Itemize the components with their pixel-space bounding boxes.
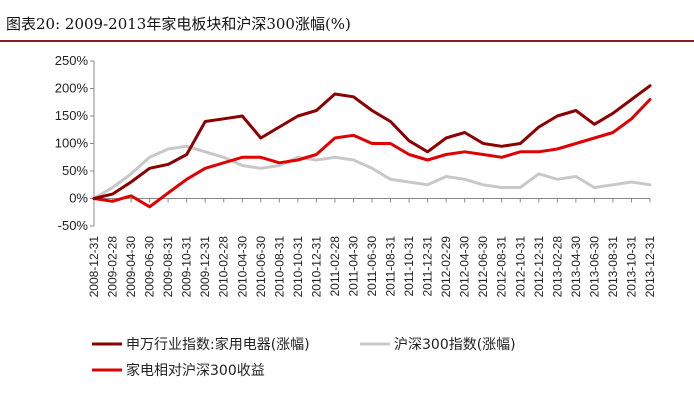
x-tick-label: 2009-02-28 <box>106 236 120 298</box>
x-tick-label: 2011-10-31 <box>402 236 416 297</box>
legend-label: 家电相对沪深300收益 <box>126 362 265 379</box>
x-tick-label: 2012-08-31 <box>495 236 509 298</box>
legend-label: 申万行业指数:家用电器(涨幅) <box>126 336 310 353</box>
x-tick-label: 2013-04-30 <box>569 236 583 298</box>
x-tick-label: 2009-08-31 <box>161 236 175 298</box>
y-tick-label: 250% <box>55 53 89 68</box>
title-rule <box>0 40 694 42</box>
x-tick-label: 2011-08-31 <box>384 236 398 297</box>
legend: 申万行业指数:家用电器(涨幅) 沪深300指数(涨幅) 家电相对沪深300收益 <box>92 336 516 379</box>
x-tick-label: 2011-04-30 <box>346 236 360 297</box>
x-tick-label: 2012-06-30 <box>476 236 490 298</box>
x-axis: 2008-12-31 2009-02-28 2009-04-30 2009-06-30… <box>87 198 657 298</box>
x-tick-label: 2013-02-28 <box>550 236 564 298</box>
x-tick-label: 2010-06-30 <box>254 236 268 298</box>
x-tick-label: 2009-10-31 <box>180 236 194 298</box>
figure-title: 图表20: 2009-2013年家电板块和沪深300涨幅(%) <box>6 15 351 33</box>
x-tick-label: 2012-12-31 <box>532 236 546 298</box>
x-tick-label: 2011-12-31 <box>421 236 435 297</box>
x-tick-label: 2013-08-31 <box>606 236 620 298</box>
y-tick-label: -50% <box>58 218 89 233</box>
y-tick-label: 150% <box>55 108 89 123</box>
x-tick-label: 2013-12-31 <box>643 236 657 298</box>
y-tick-label: 200% <box>55 81 89 96</box>
x-tick-label: 2013-10-31 <box>624 236 638 298</box>
series-line <box>92 98 652 209</box>
y-tick-label: 100% <box>55 136 89 151</box>
series-layer <box>92 84 652 209</box>
x-tick-label: 2010-12-31 <box>309 236 323 298</box>
y-axis: -50% 0% 50% 100% 150% 200% 250% <box>55 53 95 233</box>
x-tick-label: 2009-12-31 <box>198 236 212 298</box>
x-tick-label: 2010-02-28 <box>217 236 231 298</box>
x-tick-label: 2008-12-31 <box>87 236 101 298</box>
x-tick-label: 2010-10-31 <box>291 236 305 298</box>
legend-label: 沪深300指数(涨幅) <box>394 337 516 353</box>
series-line <box>92 144 652 200</box>
x-tick-label: 2012-02-29 <box>439 236 453 298</box>
x-tick-label: 2011-02-28 <box>328 236 342 297</box>
x-tick-label: 2009-04-30 <box>124 236 138 298</box>
x-tick-label: 2012-10-31 <box>513 236 527 298</box>
x-tick-label: 2011-06-30 <box>365 236 379 297</box>
x-tick-label: 2010-08-31 <box>272 236 286 298</box>
x-tick-label: 2009-06-30 <box>143 236 157 298</box>
y-tick-label: 0% <box>69 191 88 206</box>
y-tick-label: 50% <box>62 163 88 178</box>
x-tick-label: 2012-04-30 <box>458 236 472 298</box>
x-tick-label: 2013-06-30 <box>587 236 601 298</box>
x-tick-label: 2010-04-30 <box>235 236 249 298</box>
series-line <box>92 84 652 200</box>
